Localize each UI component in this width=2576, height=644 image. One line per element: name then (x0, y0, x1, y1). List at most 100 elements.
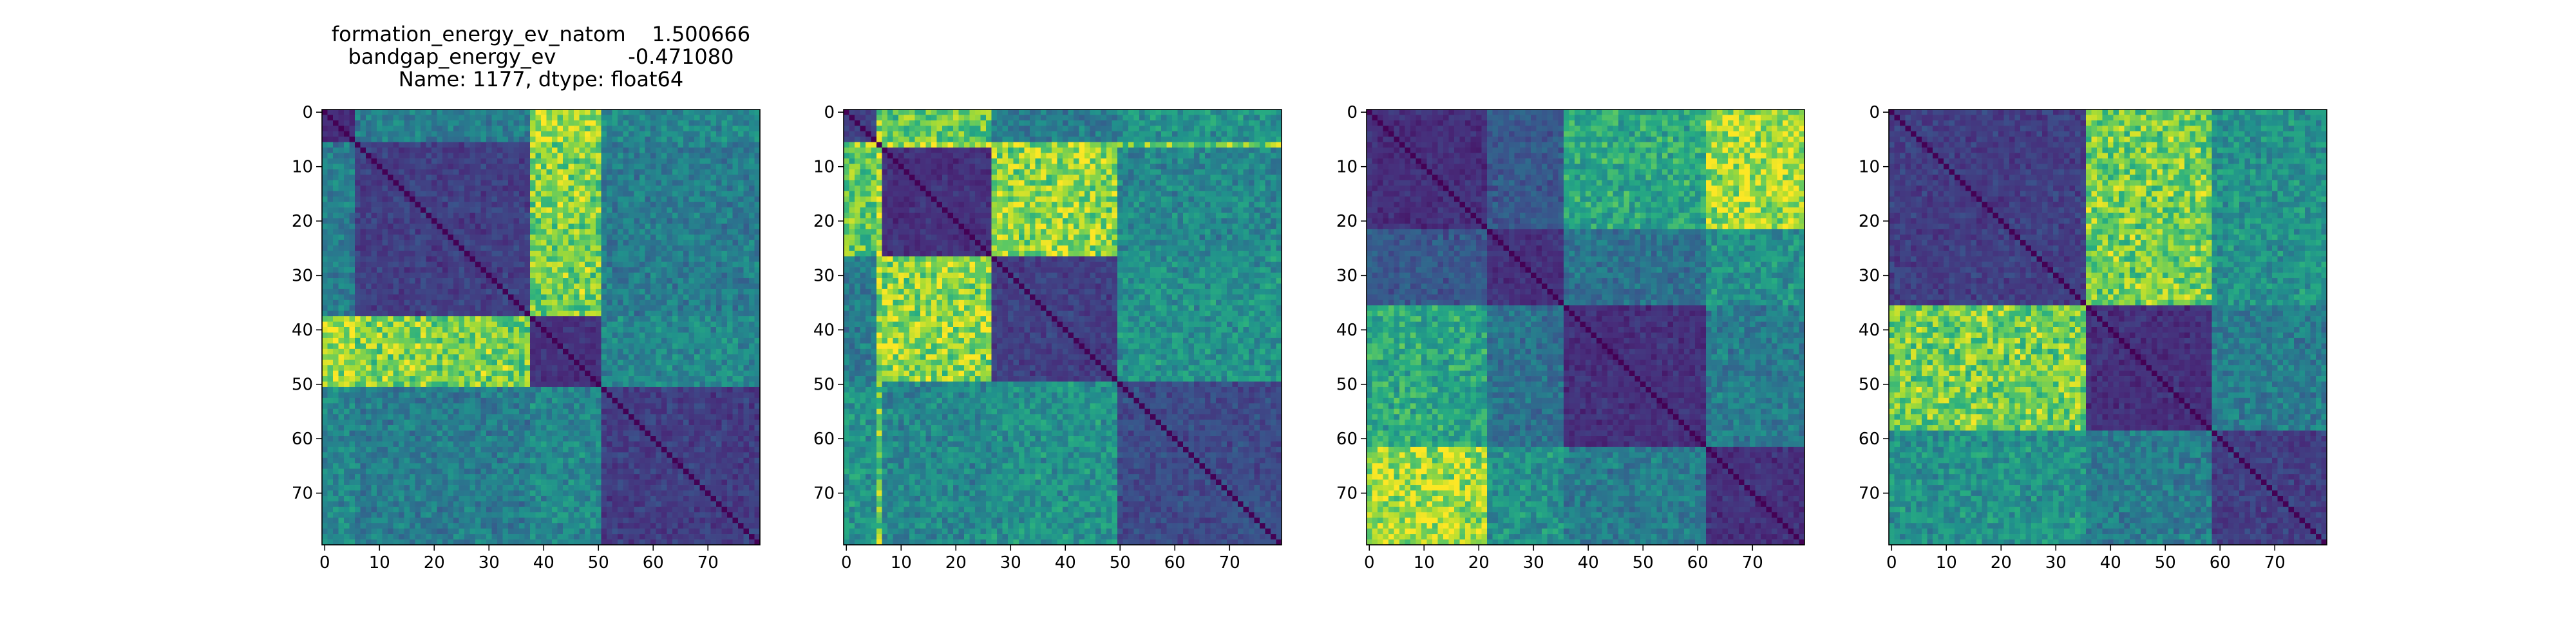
heatmap-cell (590, 153, 596, 159)
heatmap-cell (629, 229, 634, 235)
heatmap-cell (371, 126, 377, 132)
heatmap-cell (639, 267, 645, 273)
heatmap-cell (749, 332, 755, 339)
heatmap-cell (568, 267, 574, 273)
heatmap-cell (333, 223, 339, 230)
heatmap-cell (524, 142, 531, 148)
heatmap-cell (579, 441, 585, 448)
heatmap-cell (508, 115, 514, 121)
heatmap-cell (475, 419, 481, 426)
heatmap-cell (349, 256, 355, 262)
heatmap-cell (688, 348, 695, 355)
heatmap-cell (459, 126, 465, 132)
heatmap-cell (415, 120, 421, 126)
heatmap-cell (480, 137, 487, 143)
heatmap-cell (469, 436, 476, 442)
heatmap-cell (672, 430, 678, 437)
heatmap-cell (371, 419, 377, 426)
heatmap-cell (377, 272, 383, 279)
heatmap-cell (371, 359, 377, 366)
heatmap-cell (442, 337, 448, 344)
heatmap-cell (426, 196, 432, 202)
heatmap-cell (349, 196, 355, 202)
heatmap-cell (388, 348, 393, 355)
heatmap-cell (415, 126, 421, 132)
heatmap-cell (464, 299, 470, 306)
heatmap-cell (442, 245, 448, 252)
heatmap-cell (683, 158, 689, 164)
heatmap-cell (377, 337, 383, 344)
heatmap-cell (677, 359, 684, 366)
heatmap-cell (404, 126, 410, 132)
heatmap-cell (322, 207, 328, 213)
heatmap-cell (568, 126, 574, 132)
heatmap-cell (710, 240, 717, 246)
heatmap-cell (552, 272, 558, 279)
heatmap-cell (338, 213, 345, 219)
heatmap-cell (683, 343, 689, 350)
heatmap-cell (459, 131, 465, 137)
heatmap-cell (672, 408, 678, 415)
heatmap-cell (453, 321, 459, 328)
heatmap-cell (366, 169, 372, 175)
heatmap-cell (469, 120, 476, 126)
heatmap-cell (754, 272, 761, 279)
heatmap-cell (431, 316, 437, 322)
heatmap-cell (590, 147, 596, 153)
heatmap-cell (530, 185, 536, 192)
heatmap-cell (607, 245, 612, 252)
heatmap-cell (491, 299, 498, 306)
heatmap-cell (623, 175, 629, 181)
heatmap-cell (694, 164, 700, 170)
heatmap-cell (338, 142, 345, 148)
heatmap-cell (677, 354, 684, 361)
heatmap-cell (694, 223, 700, 230)
heatmap-cell (677, 267, 684, 273)
heatmap-cell (552, 164, 558, 170)
heatmap-cell (661, 332, 667, 339)
heatmap-cell (645, 185, 651, 192)
heatmap-cell (732, 365, 739, 371)
heatmap-cell (486, 196, 492, 202)
heatmap-cell (322, 245, 328, 252)
heatmap-cell (530, 343, 536, 350)
heatmap-cell (453, 332, 459, 339)
heatmap-cell (667, 213, 673, 219)
heatmap-cell (464, 381, 470, 388)
heatmap-cell (333, 196, 339, 202)
heatmap-cell (732, 310, 739, 317)
heatmap-cell (754, 376, 761, 382)
heatmap-cell (754, 359, 761, 366)
heatmap-cell (732, 191, 739, 197)
heatmap-cell (327, 436, 334, 442)
heatmap-cell (491, 142, 498, 148)
heatmap-cell (639, 196, 645, 202)
heatmap-cell (421, 261, 426, 268)
heatmap-cell (322, 126, 328, 132)
heatmap-cell (677, 386, 684, 393)
heatmap-cell (338, 337, 345, 344)
heatmap-cell (469, 283, 476, 290)
heatmap-cell (568, 348, 574, 355)
heatmap-cell (661, 115, 667, 121)
heatmap-cell (563, 126, 569, 132)
heatmap-cell (475, 414, 481, 420)
heatmap-cell (459, 430, 465, 437)
heatmap-cell (541, 213, 547, 219)
heatmap-cell (399, 414, 404, 420)
heatmap-cell (552, 359, 558, 366)
heatmap-cell (502, 142, 509, 148)
heatmap-cell (721, 131, 728, 137)
heatmap-cell (327, 137, 334, 143)
heatmap-cell (453, 229, 459, 235)
heatmap-cell (459, 365, 465, 371)
heatmap-cell (404, 310, 410, 317)
heatmap-cell (667, 240, 673, 246)
heatmap-cell (519, 348, 525, 355)
heatmap-cell (650, 430, 656, 437)
heatmap-cell (530, 120, 536, 126)
heatmap-cell (519, 164, 525, 170)
heatmap-cell (710, 272, 717, 279)
heatmap-cell (552, 305, 558, 311)
heatmap-cell (590, 223, 596, 230)
